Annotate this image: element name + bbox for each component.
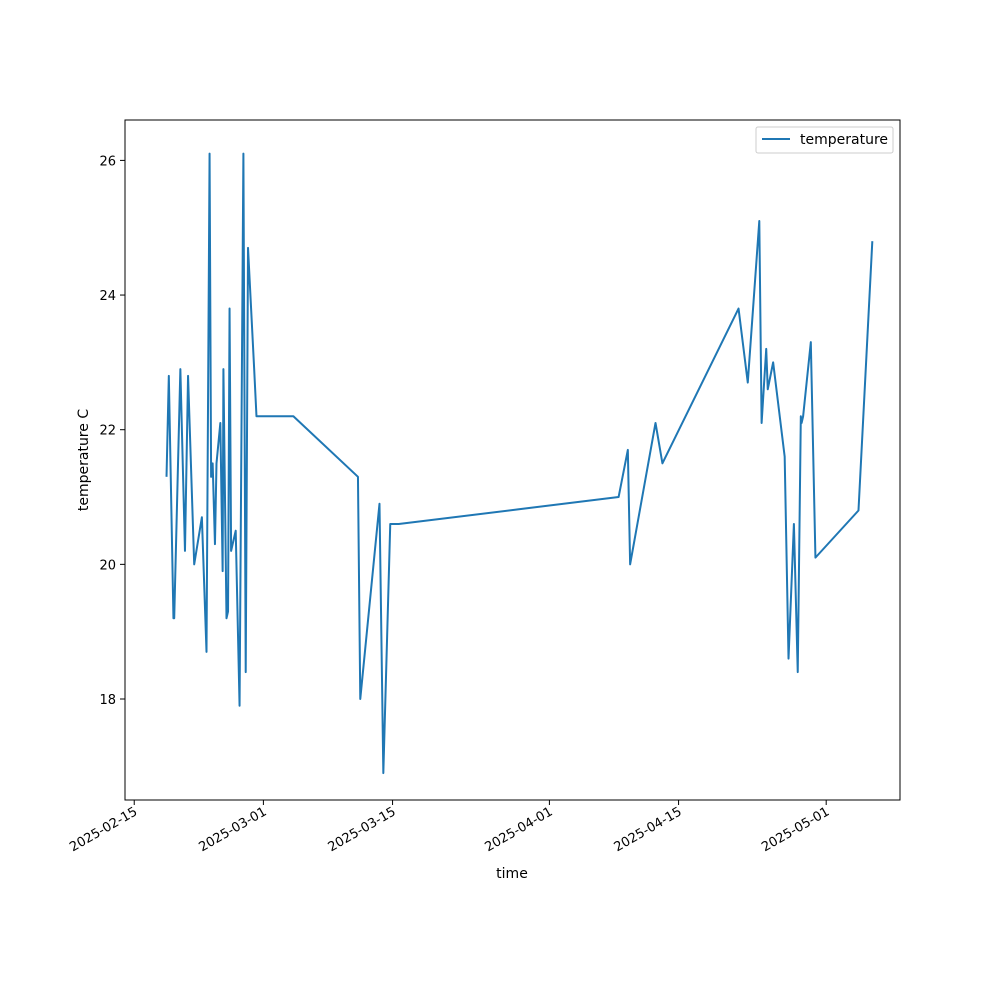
plot-area (165, 152, 874, 775)
plot-frame (124, 119, 901, 801)
y-tick-label: 22 (99, 424, 116, 439)
series-line-temperature (165, 152, 874, 775)
y-tick-label: 24 (99, 289, 116, 304)
y-axis: 18 20 22 24 26 (99, 154, 125, 708)
legend-label: temperature (800, 132, 888, 148)
y-tick-label: 18 (99, 693, 116, 708)
y-axis-label: temperature C (76, 409, 92, 511)
legend-box (755, 126, 894, 154)
y-tick-label: 20 (99, 558, 116, 573)
x-axis-label: time (496, 866, 528, 882)
y-tick-label: 26 (99, 154, 116, 169)
legend: temperature (755, 126, 894, 154)
